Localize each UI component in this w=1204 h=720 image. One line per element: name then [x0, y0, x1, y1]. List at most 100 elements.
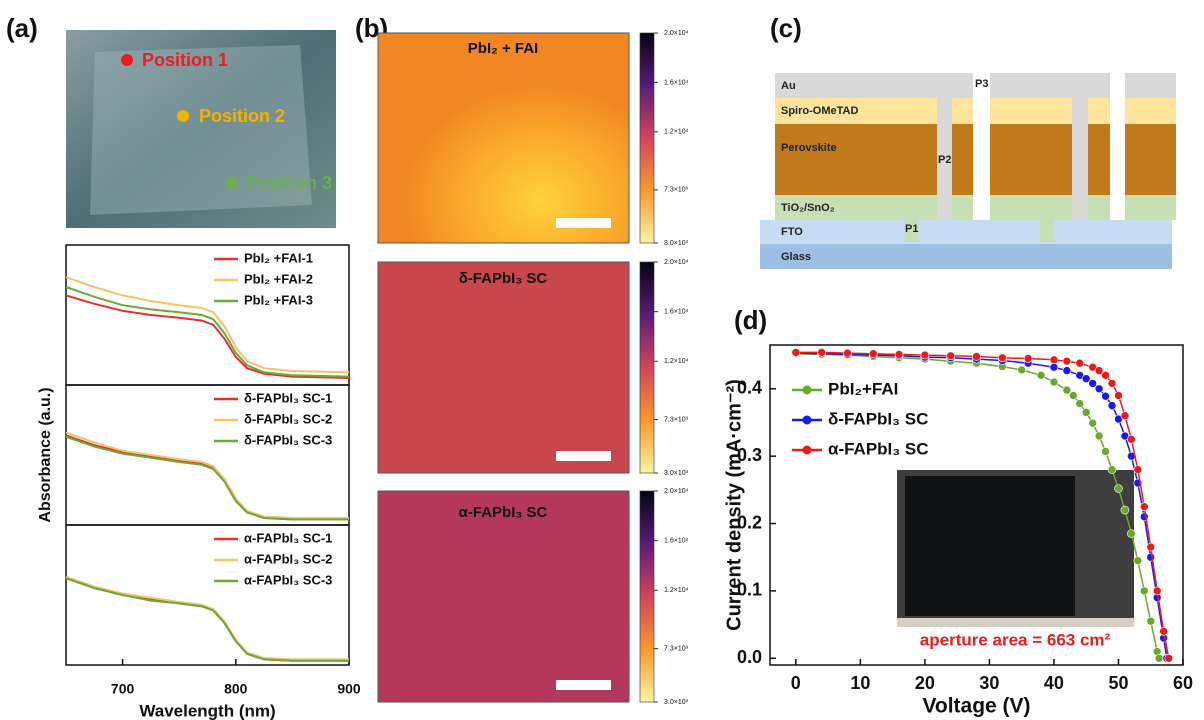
plot-frame	[66, 385, 349, 525]
data-point	[1147, 553, 1155, 561]
p3-scribe	[973, 73, 990, 220]
data-point	[1121, 412, 1129, 420]
position-label: Position 1	[142, 50, 228, 70]
glass-layer	[760, 244, 1172, 269]
data-point	[1050, 378, 1058, 386]
data-point	[1095, 385, 1103, 393]
layer-label: Perovskite	[781, 142, 837, 154]
data-point	[895, 350, 903, 358]
layer-label: Spiro-OMeTAD	[781, 105, 858, 117]
colorbar-tick-label: 1.2×10⁴	[664, 129, 689, 136]
legend-marker	[803, 416, 812, 425]
layer-label: FTO	[781, 226, 803, 238]
data-point	[1160, 627, 1168, 635]
position-dot	[121, 54, 133, 66]
data-point	[1140, 503, 1148, 511]
p2-scribe	[1072, 98, 1088, 220]
x-tick-label: 40	[1044, 673, 1064, 693]
series-line	[66, 437, 349, 520]
panel-label: (c)	[770, 13, 802, 43]
legend-label: PbI₂+FAI	[828, 379, 898, 398]
map-title: PbI₂ + FAI	[468, 40, 538, 57]
data-point	[1108, 379, 1116, 387]
position-label: Position 3	[246, 173, 332, 193]
x-tick-label: 10	[850, 673, 870, 693]
legend-label: α-FAPbI₃ SC-3	[244, 572, 332, 587]
map-title: α-FAPbI₃ SC	[459, 504, 548, 521]
data-point	[1037, 371, 1045, 379]
legend-label: δ-FAPbI₃ SC-1	[244, 390, 332, 405]
inset-ruler	[897, 618, 1134, 627]
data-point	[1102, 371, 1110, 379]
scribe-label: P1	[905, 223, 918, 235]
colorbar-tick-label: 3.0×10³	[664, 240, 689, 247]
layer-label: Au	[781, 80, 796, 92]
annotation: aperture area = 663 cm²	[920, 630, 1111, 649]
colorbar-tick-label: 3.0×10³	[664, 699, 689, 706]
legend-label: δ-FAPbI₃ SC-3	[244, 432, 332, 447]
p1-scribe	[1040, 220, 1054, 242]
colorbar	[640, 33, 654, 243]
data-point	[843, 349, 851, 357]
y-axis-label: Current density (mA·cm⁻²)	[723, 379, 745, 631]
legend-label: PbI₂ +FAI-1	[244, 250, 313, 265]
colorbar-tick-label: 1.2×10⁴	[664, 358, 689, 365]
series-line	[66, 577, 349, 660]
data-point	[1089, 379, 1097, 387]
colorbar-tick-label: 3.0×10³	[664, 470, 689, 477]
data-point	[947, 352, 955, 360]
data-point	[973, 352, 981, 360]
data-point	[1095, 432, 1103, 440]
data-point	[1134, 557, 1142, 565]
layer-label: TiO₂/SnO₂	[781, 202, 835, 214]
colorbar	[640, 491, 654, 702]
data-point	[1121, 506, 1129, 514]
legend-label: α-FAPbI₃ SC	[828, 439, 928, 458]
data-point	[1114, 392, 1122, 400]
data-point	[1076, 359, 1084, 367]
data-point	[1082, 408, 1090, 416]
data-point	[1102, 447, 1110, 455]
data-point	[1140, 587, 1148, 595]
data-point	[1147, 543, 1155, 551]
x-axis-label: Wavelength (nm)	[139, 701, 275, 720]
data-point	[1134, 466, 1142, 474]
data-point	[921, 351, 929, 359]
legend-marker	[803, 386, 812, 395]
x-tick-label: 30	[979, 673, 999, 693]
pl-map	[378, 262, 629, 473]
series-line	[66, 295, 349, 378]
au-layer	[775, 73, 1110, 98]
x-tick-label: 60	[1173, 673, 1193, 693]
colorbar-tick-label: 1.2×10⁴	[664, 587, 689, 594]
x-tick-label: 700	[111, 681, 135, 697]
series-line	[66, 435, 349, 519]
legend-label: PbI₂ +FAI-3	[244, 292, 313, 307]
scale-bar	[556, 451, 611, 461]
data-point	[792, 348, 800, 356]
data-point	[1102, 392, 1110, 400]
legend-label: α-FAPbI₃ SC-2	[244, 551, 332, 566]
scribe-label: P3	[975, 78, 988, 90]
scale-bar	[556, 680, 611, 690]
plot-frame	[66, 245, 349, 385]
data-point	[1147, 617, 1155, 625]
scribe-label: P2	[938, 154, 951, 166]
p3-scribe	[1110, 73, 1125, 220]
y-tick-label: 0.0	[737, 647, 762, 667]
colorbar-tick-label: 1.6×10⁴	[664, 79, 689, 86]
data-point	[1063, 386, 1071, 394]
fto-layer	[760, 220, 1172, 244]
data-point	[1089, 419, 1097, 427]
legend-marker	[803, 446, 812, 455]
device-stack	[760, 73, 1176, 269]
pl-map	[378, 33, 629, 243]
data-point	[1165, 654, 1173, 662]
data-point	[1063, 357, 1071, 365]
colorbar-tick-label: 1.6×10⁴	[664, 537, 689, 544]
data-point	[1069, 392, 1077, 400]
layer-label: Glass	[781, 251, 811, 263]
data-point	[1050, 363, 1058, 371]
map-title: δ-FAPbI₃ SC	[459, 270, 548, 287]
figure: (a) (b) (c) (d) Position 1 Position 2 Po…	[0, 0, 1204, 720]
